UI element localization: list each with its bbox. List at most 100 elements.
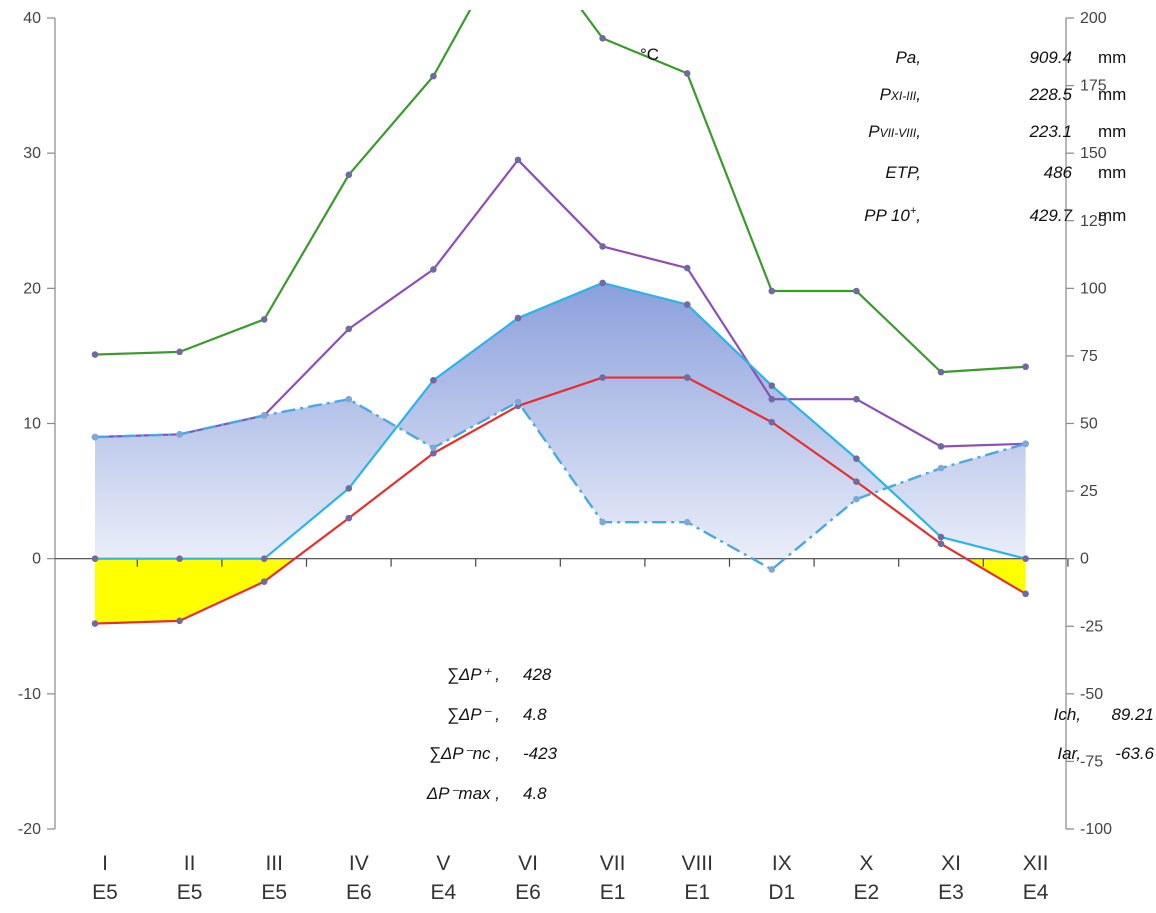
note-value: 429.7 [1029, 206, 1072, 225]
data-point-red [683, 374, 691, 381]
data-point-cyan [599, 279, 606, 287]
data-point-purple [514, 156, 522, 164]
index-label: Ich, [1054, 705, 1081, 724]
data-point-purple [599, 243, 606, 250]
data-point-dashdot [514, 398, 522, 406]
index-value: -63.6 [1115, 744, 1154, 763]
data-point-purple [683, 264, 691, 272]
right-tick-label: -25 [1080, 618, 1103, 635]
month-label: IV [349, 852, 369, 875]
data-point-green [91, 351, 99, 358]
right-tick-label: -50 [1080, 686, 1103, 703]
left-tick-label: 20 [23, 280, 41, 297]
axis-layer: -20-10010203040-100-75-50-25025507510012… [18, 10, 1112, 838]
month-code-label: E3 [938, 881, 964, 904]
month-code-label: E4 [431, 881, 457, 904]
note-label: Pa, [895, 48, 921, 67]
note-label: ETP, [885, 163, 921, 182]
data-point-red [853, 478, 860, 485]
month-code-label: E6 [346, 881, 372, 904]
data-point-cyan [683, 301, 691, 308]
data-point-cyan [1022, 555, 1029, 562]
data-point-dashdot [345, 395, 353, 403]
note-label: PXI-III, [880, 85, 921, 104]
note-label: PP 10+, [864, 205, 921, 225]
month-code-label: E1 [600, 881, 626, 904]
month-label: XII [1023, 852, 1049, 875]
note-value: 486 [1044, 163, 1073, 182]
data-point-red [1022, 590, 1029, 598]
stat-label: ΔP⁻max , [426, 784, 500, 803]
data-point-red [430, 449, 437, 457]
month-code-label: E5 [177, 881, 203, 904]
data-point-purple [345, 325, 353, 333]
data-point-red [599, 374, 606, 381]
note-unit: mm [1098, 206, 1126, 225]
data-point-red [937, 540, 945, 548]
data-point-dashdot [937, 464, 945, 472]
month-label: I [102, 852, 108, 875]
series-line-green [94, 10, 1026, 374]
surplus-area [95, 282, 1026, 559]
data-point-dashdot [176, 431, 183, 438]
data-point-cyan [430, 376, 437, 384]
data-point-green [683, 70, 691, 77]
left-tick-label: 30 [23, 145, 41, 162]
notes-layer: Pa, 909.4 mm PXI-III, 228.5 mm PVII-VIII, 223.1… [426, 48, 1155, 803]
month-code-label: E1 [684, 881, 710, 904]
data-point-cyan [176, 555, 183, 562]
data-point-dashdot [768, 566, 776, 573]
month-code-label: E5 [92, 881, 118, 904]
month-label: III [265, 852, 283, 875]
data-point-red [91, 620, 99, 627]
note-unit: mm [1098, 48, 1126, 67]
right-tick-label: 200 [1080, 10, 1107, 27]
data-point-cyan [514, 314, 522, 322]
data-point-purple [768, 395, 776, 403]
data-point-green [260, 316, 268, 323]
data-point-cyan [91, 555, 99, 562]
month-code-label: E5 [261, 881, 287, 904]
data-point-red [176, 617, 183, 625]
data-point-purple [853, 395, 860, 403]
series-layer [91, 10, 1029, 627]
left-tick-label: -10 [18, 686, 41, 703]
data-point-green [176, 348, 183, 356]
right-tick-label: 100 [1080, 280, 1107, 297]
right-tick-label: 0 [1080, 551, 1089, 568]
month-label: XI [941, 852, 961, 875]
deficit-area [95, 559, 1026, 624]
note-label: PVII-VIII, [868, 122, 921, 141]
stat-value: 4.8 [523, 784, 547, 803]
index-label: Iar, [1057, 744, 1081, 763]
month-label: VIII [681, 852, 713, 875]
data-point-dashdot [91, 433, 99, 441]
month-code-label: D1 [768, 881, 795, 904]
month-code-label: E4 [1023, 881, 1049, 904]
data-point-red [260, 578, 268, 585]
data-point-dashdot [683, 518, 691, 526]
label-layer: °C I E5 II E5 III E5 IV E6 V E4 VI E6 VII E1 VIII E1 IX D1… [92, 45, 1049, 904]
stat-label: ∑ΔP⁺ , [447, 665, 500, 684]
index-value: 89.21 [1111, 705, 1154, 724]
note-value: 909.4 [1029, 48, 1072, 67]
stat-value: 428 [523, 665, 552, 684]
stat-value: -423 [523, 744, 558, 763]
month-label: II [184, 852, 196, 875]
data-point-green [345, 171, 353, 179]
data-point-dashdot [599, 518, 606, 526]
data-point-green [853, 287, 860, 295]
data-point-red [345, 514, 353, 522]
month-label: VI [518, 852, 538, 875]
data-point-red [768, 418, 776, 426]
data-point-purple [937, 443, 945, 450]
stat-value: 4.8 [523, 705, 547, 724]
data-point-cyan [937, 533, 945, 541]
data-point-cyan [853, 455, 860, 462]
series-line-cyan [95, 281, 1026, 560]
note-unit: mm [1098, 163, 1126, 182]
month-code-label: E6 [515, 881, 541, 904]
month-code-label: E2 [854, 881, 880, 904]
data-point-dashdot [260, 412, 268, 419]
